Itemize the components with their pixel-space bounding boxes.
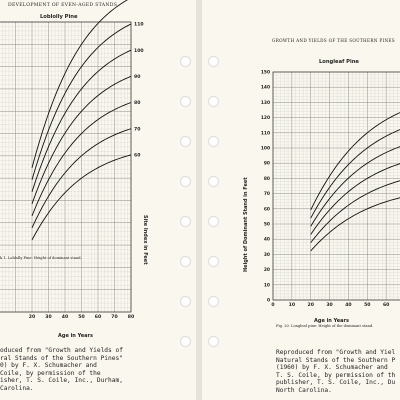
- note-line: publisher, T. S. Coile, Inc., Du: [276, 379, 396, 387]
- x-tick-label: 30: [45, 314, 51, 320]
- series-line: [310, 197, 400, 252]
- longleaf-y-axis-label: Height of Dominant Stand in Feet: [243, 177, 249, 272]
- x-tick-label: 60: [383, 302, 389, 308]
- right-book-page: Growth and Yields of the Southern Pines …: [202, 0, 400, 400]
- y-tick-label: 70: [264, 191, 270, 197]
- series-line: [31, 0, 128, 169]
- series-line: [31, 49, 132, 193]
- loblolly-chart-title: Loblolly Pine: [40, 14, 78, 20]
- binder-hole: [180, 136, 191, 147]
- series-label: 90: [134, 74, 140, 80]
- note-line: Coile, by permission of the: [0, 369, 101, 377]
- book-gutter: [196, 0, 202, 400]
- left-running-header: Development of Even-Aged Stands: [8, 3, 118, 8]
- series-line: [31, 23, 132, 181]
- loblolly-x-axis-label: Age in Years: [58, 333, 93, 339]
- note-line: Reproduced from "Growth and Yiel: [276, 349, 396, 356]
- y-tick-label: 20: [264, 267, 270, 273]
- x-tick-label: 20: [29, 314, 35, 320]
- loblolly-caption: k 1. Loblolly Pine: Height of dominant s…: [0, 256, 82, 260]
- y-tick-label: 120: [261, 115, 270, 121]
- series-line: [31, 75, 132, 205]
- series-line: [310, 146, 400, 227]
- series-line: [310, 180, 400, 243]
- plot-frame: [272, 71, 400, 301]
- y-tick-label: 50: [264, 222, 270, 228]
- binder-hole: [208, 256, 219, 267]
- y-tick-label: 110: [261, 130, 270, 136]
- binder-hole: [180, 96, 191, 107]
- binder-hole: [180, 176, 191, 187]
- left-book-page: Development of Even-Aged Stands Loblolly…: [0, 0, 196, 400]
- series-label: 70: [134, 126, 140, 132]
- y-tick-label: 150: [261, 70, 270, 76]
- note-line: T. S. Coile, by permission of th: [276, 371, 396, 379]
- y-tick-label: 0: [267, 298, 270, 304]
- y-tick-label: 80: [264, 176, 270, 182]
- y-tick-label: 10: [264, 282, 270, 288]
- series-line: [310, 163, 400, 235]
- x-tick-label: 50: [364, 302, 370, 308]
- y-tick-label: 30: [264, 252, 270, 258]
- note-line: Carolina.: [0, 384, 34, 392]
- longleaf-x-axis-label: Age in Years: [314, 318, 349, 324]
- note-line: Natural Stands of the Southern P: [276, 356, 396, 364]
- longleaf-chart: 0102030405060700102030405060708090100110…: [261, 70, 400, 308]
- x-tick-label: 30: [326, 302, 332, 308]
- binder-hole: [180, 336, 191, 347]
- x-tick-label: 40: [62, 314, 68, 320]
- loblolly-y-axis-label: Site Index in Feet: [142, 215, 148, 265]
- x-tick-label: 10: [289, 302, 295, 308]
- loblolly-reproduction-note: oduced from "Growth and Yields of ral St…: [0, 347, 123, 393]
- plot-frame: [0, 21, 132, 313]
- binder-hole: [208, 216, 219, 227]
- binder-hole: [180, 296, 191, 307]
- binder-hole: [208, 136, 219, 147]
- series-label: 80: [134, 100, 140, 106]
- note-line: 0) by F. X. Schumacher and: [0, 362, 97, 370]
- x-tick-label: 60: [95, 314, 101, 320]
- longleaf-caption: Fig. 20. Longleaf pine: Height of the do…: [276, 324, 374, 328]
- x-tick-label: 80: [128, 314, 134, 320]
- longleaf-chart-title: Longleaf Pine: [319, 59, 359, 65]
- binder-hole: [180, 256, 191, 267]
- y-tick-label: 100: [261, 146, 270, 152]
- x-tick-label: 0: [271, 302, 274, 308]
- loblolly-chart: 20 30 40 50 60 70 80 120 110 100 90 80 70 60: [0, 0, 144, 320]
- series-label: 120: [134, 0, 144, 1]
- note-line: (1960) by F. X. Schumacher and: [276, 364, 388, 372]
- y-tick-label: 90: [264, 161, 270, 167]
- series-line: [31, 102, 132, 217]
- note-line: ral Stands of the Southern Pines": [0, 354, 123, 362]
- series-line: [31, 154, 132, 241]
- note-line: isher, T. S. Coile, Inc., Durham,: [0, 377, 123, 385]
- note-line: oduced from "Growth and Yields of: [0, 347, 123, 354]
- series-line: [31, 128, 132, 229]
- series-line: [310, 112, 400, 211]
- binder-hole: [208, 296, 219, 307]
- x-tick-label: 20: [308, 302, 314, 308]
- series-label: 110: [134, 22, 144, 28]
- x-tick-label: 70: [111, 314, 117, 320]
- longleaf-reproduction-note: Reproduced from "Growth and Yiel Natural…: [276, 349, 395, 395]
- x-tick-label: 50: [78, 314, 84, 320]
- binder-hole: [208, 56, 219, 67]
- binder-hole: [208, 336, 219, 347]
- binder-hole: [208, 96, 219, 107]
- binder-hole: [180, 56, 191, 67]
- y-tick-label: 60: [264, 206, 270, 212]
- series-label: 60: [134, 153, 140, 159]
- y-tick-label: 130: [261, 100, 270, 106]
- series-line: [310, 129, 400, 219]
- binder-hole: [180, 216, 191, 227]
- y-tick-label: 140: [261, 85, 270, 91]
- x-tick-label: 40: [345, 302, 351, 308]
- right-running-header: Growth and Yields of the Southern Pines: [272, 38, 395, 43]
- y-tick-label: 40: [264, 237, 270, 243]
- note-line: North Carolina.: [276, 386, 332, 394]
- binder-hole: [208, 176, 219, 187]
- series-label: 100: [134, 48, 144, 54]
